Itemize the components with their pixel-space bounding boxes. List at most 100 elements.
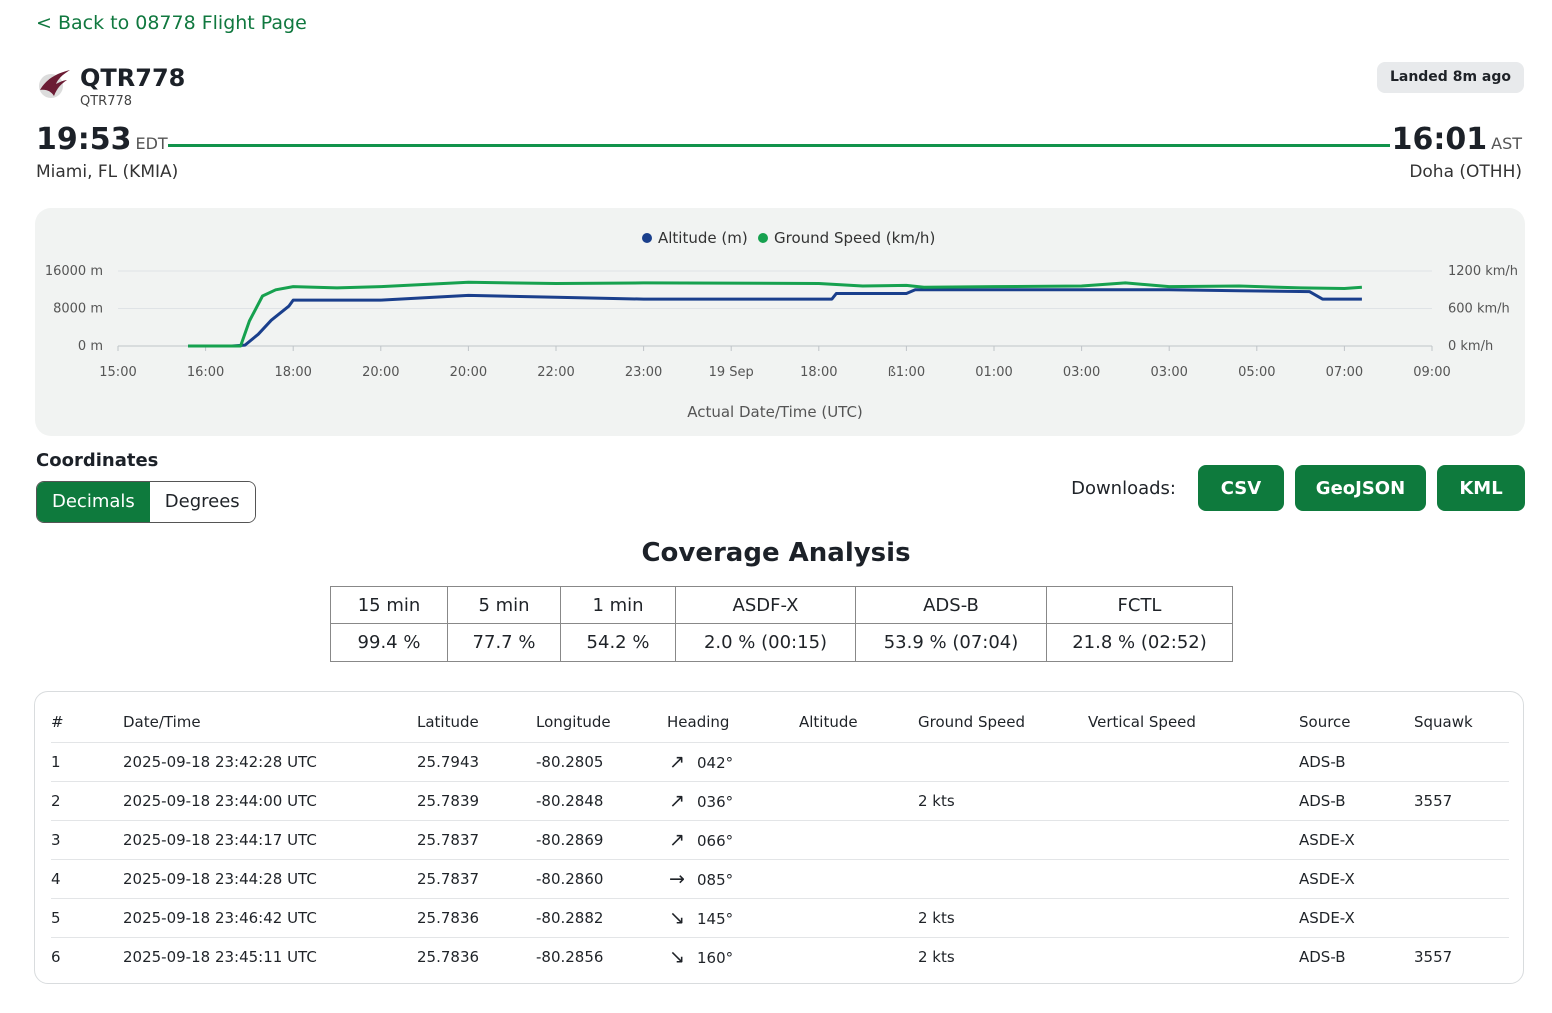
row-ground-speed [918, 820, 1088, 860]
row-squawk: 3557 [1414, 947, 1453, 966]
departure-time: 19:53 EDT [36, 122, 168, 157]
flight-profile-chart: 15:00 16:00 18:00 20:00 20:00 22:00 23:00 19 Se… [35, 208, 1525, 436]
row-ground-speed [918, 859, 1088, 899]
arrival-time: 16:01 AST [1391, 122, 1522, 157]
departure-timezone: EDT [135, 134, 168, 153]
chart-series-line [188, 288, 1362, 348]
departure-airport: Miami, FL (KMIA) [36, 162, 179, 182]
degrees-toggle-button[interactable]: Degrees [149, 482, 255, 522]
coverage-table: 15 min 5 min 1 min ASDF-X ADS-B FCTL 99.… [330, 586, 1233, 662]
chart-x-tick-label: ß1:00 [888, 365, 925, 380]
chart-series-line [188, 280, 1363, 348]
row-source: ADS-B [1299, 781, 1414, 821]
row-latitude: 25.7943 [417, 742, 536, 782]
coverage-value: 54.2 % [560, 623, 676, 662]
row-vertical-speed [1088, 781, 1299, 821]
row-datetime: 2025-09-18 23:44:17 UTC [123, 820, 417, 860]
col-header-longitude: Longitude [536, 702, 667, 743]
col-header-squawk: Squawk [1414, 702, 1509, 743]
chart-x-tick-label: 01:00 [975, 365, 1012, 380]
chart-y-left-tick-label: 8000 m [53, 302, 103, 317]
coverage-value-row: 99.4 % 77.7 % 54.2 % 2.0 % (00:15) 53.9 … [330, 623, 1233, 662]
coordinate-format-toggle: Decimals Degrees [36, 481, 256, 523]
coverage-header: 5 min [447, 586, 561, 624]
coverage-value: 21.8 % (02:52) [1046, 623, 1233, 662]
row-squawk [1414, 859, 1509, 899]
row-vertical-speed [1088, 820, 1299, 860]
positions-table: # Date/Time Latitude Longitude Heading A… [51, 702, 1509, 976]
chart-x-tick-label: 20:00 [362, 365, 399, 380]
row-longitude: -80.2848 [536, 781, 667, 821]
coverage-header: 1 min [560, 586, 676, 624]
chart-x-tick-label: 03:00 [1150, 365, 1187, 380]
row-heading: → 085° [667, 859, 799, 899]
download-kml-button[interactable]: KML [1437, 465, 1525, 511]
table-row: 2 2025-09-18 23:44:00 UTC 25.7839 -80.28… [51, 781, 1509, 821]
row-altitude [799, 898, 918, 938]
row-number: 4 [51, 859, 123, 899]
col-header-ground-speed: Ground Speed [918, 702, 1088, 743]
table-row: 1 2025-09-18 23:42:28 UTC 25.7943 -80.28… [51, 742, 1509, 782]
row-number: 5 [51, 898, 123, 938]
row-heading: ↘ 145° [667, 898, 799, 938]
table-row: 6 2025-09-18 23:45:11 UTC 25.7836 -80.28… [51, 937, 1509, 976]
col-header-number: # [51, 702, 123, 743]
chart-x-tick-label: 22:00 [537, 365, 574, 380]
row-squawk [1414, 898, 1509, 938]
row-altitude [799, 820, 918, 860]
row-heading: ↗ 066° [667, 820, 799, 860]
row-latitude: 25.7836 [417, 898, 536, 938]
row-datetime: 2025-09-18 23:46:42 UTC [123, 898, 417, 938]
download-csv-button[interactable]: CSV [1198, 465, 1284, 511]
coverage-header: ADS-B [855, 586, 1047, 624]
table-row: 4 2025-09-18 23:44:28 UTC 25.7837 -80.28… [51, 859, 1509, 899]
downloads-label: Downloads: [1071, 477, 1176, 499]
flight-profile-chart-svg: 15:00 16:00 18:00 20:00 20:00 22:00 23:00 19 Se… [45, 229, 1518, 421]
chart-x-tick-label: 18:00 [274, 365, 311, 380]
chart-legend-marker [642, 233, 652, 243]
chart-y-right-tick-label: 600 km/h [1448, 302, 1510, 317]
coverage-header: FCTL [1046, 586, 1233, 624]
coverage-header: 15 min [330, 586, 448, 624]
col-header-altitude: Altitude [799, 702, 918, 743]
chart-x-tick-label: 16:00 [187, 365, 224, 380]
table-row: 5 2025-09-18 23:46:42 UTC 25.7836 -80.28… [51, 898, 1509, 938]
flight-header: QTR778 QTR778 [36, 64, 185, 109]
chart-x-tick-label: 18:00 [800, 365, 837, 380]
positions-card: # Date/Time Latitude Longitude Heading A… [34, 691, 1524, 984]
row-altitude [799, 781, 918, 821]
flight-callsign: QTR778 [80, 64, 186, 92]
row-vertical-speed [1088, 898, 1299, 938]
arrival-airport: Doha (OTHH) [1409, 162, 1522, 182]
chart-x-tick-label: 07:00 [1326, 365, 1363, 380]
route-progress-line [168, 144, 1390, 147]
coverage-value: 99.4 % [330, 623, 448, 662]
decimals-toggle-button[interactable]: Decimals [37, 482, 150, 522]
row-datetime: 2025-09-18 23:44:00 UTC [123, 781, 417, 821]
coverage-value: 77.7 % [447, 623, 561, 662]
chart-legend-marker [758, 233, 768, 243]
row-longitude: -80.2869 [536, 820, 667, 860]
chart-legend-label: Altitude (m) [658, 229, 748, 247]
row-ground-speed [918, 742, 1088, 782]
row-datetime: 2025-09-18 23:45:11 UTC [123, 947, 317, 966]
back-to-flight-link[interactable]: < Back to 08778 Flight Page [36, 12, 307, 34]
heading-arrow-icon: ↘ [669, 945, 685, 968]
coordinates-title: Coordinates [36, 450, 159, 471]
row-datetime: 2025-09-18 23:44:28 UTC [123, 859, 417, 899]
row-datetime: 2025-09-18 23:42:28 UTC [123, 742, 417, 782]
chart-y-left-tick-label: 0 m [78, 339, 103, 354]
chart-y-left-tick-label: 16000 m [45, 264, 103, 279]
heading-arrow-icon: ↗ [669, 789, 685, 812]
row-squawk [1414, 742, 1509, 782]
row-heading: ↘ 160° [667, 937, 799, 976]
download-geojson-button[interactable]: GeoJSON [1295, 465, 1426, 511]
row-number: 3 [51, 820, 123, 860]
chart-x-tick-label: 20:00 [450, 365, 487, 380]
airline-logo-icon [39, 70, 70, 98]
row-source: ADS-B [1299, 947, 1346, 966]
heading-arrow-icon: → [669, 867, 685, 890]
row-source: ASDE-X [1299, 859, 1414, 899]
chart-x-tick-label: 09:00 [1413, 365, 1450, 380]
row-number: 6 [51, 947, 61, 966]
